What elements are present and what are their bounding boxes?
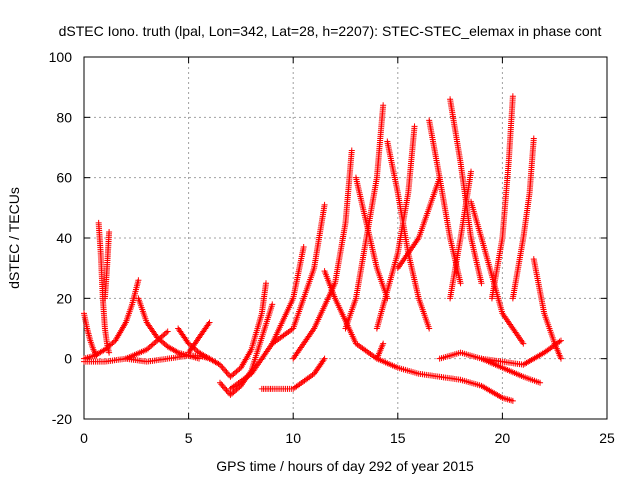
x-tick-label: 20: [495, 430, 511, 446]
series-arc12: [227, 244, 307, 392]
data-point-markers: [290, 147, 355, 362]
x-tick-label: 25: [599, 430, 615, 446]
data-point-markers: [447, 168, 475, 302]
data-point-markers: [321, 268, 387, 362]
series-arc14: [269, 201, 328, 347]
y-tick-label: 20: [56, 290, 72, 306]
data-point-markers: [81, 277, 142, 362]
data-point-markers: [373, 123, 418, 332]
series-arc9: [122, 352, 213, 365]
data-point-markers: [509, 135, 537, 302]
x-tick-label: 15: [390, 430, 406, 446]
data-point-markers: [81, 310, 100, 359]
y-tick-label: 100: [49, 49, 73, 65]
data-point-markers: [122, 352, 213, 365]
data-point-markers: [185, 319, 213, 356]
data-point-markers: [394, 174, 443, 272]
y-tick-label: 0: [64, 351, 72, 367]
series-arc26: [488, 93, 516, 302]
y-tick-label: 40: [56, 230, 72, 246]
series-arc15: [290, 147, 355, 362]
series-arc8: [185, 319, 213, 356]
series-arc1: [81, 310, 100, 359]
series-arc21: [394, 174, 443, 272]
axis-ticks: 0 5 10 15 20 25 -20 0 20 40 60 80 100: [49, 49, 615, 446]
series-arc13: [258, 355, 328, 392]
data-point-markers: [269, 201, 328, 347]
series-arc18: [352, 174, 391, 302]
series-arc2: [95, 219, 113, 356]
y-tick-label: 60: [56, 170, 72, 186]
data-point-markers: [352, 174, 391, 302]
series-arc20: [373, 123, 418, 332]
y-tick-label: 80: [56, 109, 72, 125]
series-arc16: [321, 268, 387, 362]
series-arc28: [530, 256, 564, 362]
series-arc29: [373, 355, 516, 404]
data-point-markers: [95, 219, 113, 356]
data-point-markers: [206, 280, 270, 380]
series-arc10: [206, 280, 270, 380]
series-arc31: [478, 337, 564, 368]
series-arc24: [447, 168, 475, 302]
x-tick-label: 10: [285, 430, 301, 446]
series-arc27: [509, 135, 537, 302]
data-point-markers: [488, 93, 516, 302]
series-arc4: [81, 277, 142, 362]
data-point-markers: [478, 337, 564, 368]
y-tick-label: -20: [52, 411, 72, 427]
data-point-markers: [373, 355, 516, 404]
x-axis-label: GPS time / hours of day 292 of year 2015: [216, 458, 474, 474]
chart-title: dSTEC Iono. truth (lpal, Lon=342, Lat=28…: [59, 23, 602, 39]
data-point-markers: [258, 355, 328, 392]
data-point-markers: [227, 244, 307, 392]
data-point-markers: [530, 256, 564, 362]
data-series: [81, 93, 564, 404]
y-axis-label: dSTEC / TECUs: [6, 187, 22, 289]
x-tick-label: 0: [80, 430, 88, 446]
data-point-markers: [101, 228, 113, 302]
x-tick-label: 5: [185, 430, 193, 446]
series-arc3: [101, 228, 113, 302]
